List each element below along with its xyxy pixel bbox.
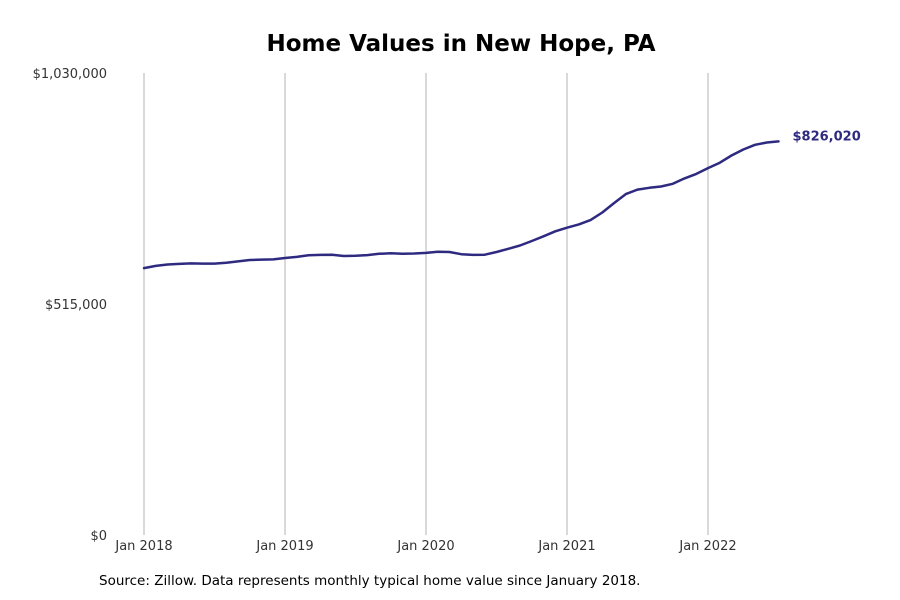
series-line (142, 140, 780, 270)
x-tick-label: Jan 2022 (678, 539, 736, 554)
x-tick-label: Jan 2019 (255, 539, 313, 554)
x-tick-label: Jan 2021 (537, 539, 595, 554)
x-gridlines (143, 73, 709, 535)
end-value-label: $826,020 (793, 129, 861, 144)
y-tick-label: $1,030,000 (33, 67, 107, 82)
y-tick-label: $0 (90, 529, 107, 544)
x-tick-label: Jan 2020 (396, 539, 454, 554)
x-tick-label: Jan 2018 (114, 539, 172, 554)
source-note: Source: Zillow. Data represents monthly … (99, 573, 641, 589)
data-labels: $826,020 (793, 129, 861, 144)
series-layer (142, 140, 780, 270)
y-tick-label: $515,000 (45, 298, 107, 313)
chart-title: Home Values in New Hope, PA (266, 31, 655, 57)
x-tick-labels: Jan 2018 Jan 2019 Jan 2020 Jan 2021 Jan 2022 (114, 539, 736, 554)
y-tick-labels: $0 $515,000 $1,030,000 (33, 67, 107, 544)
